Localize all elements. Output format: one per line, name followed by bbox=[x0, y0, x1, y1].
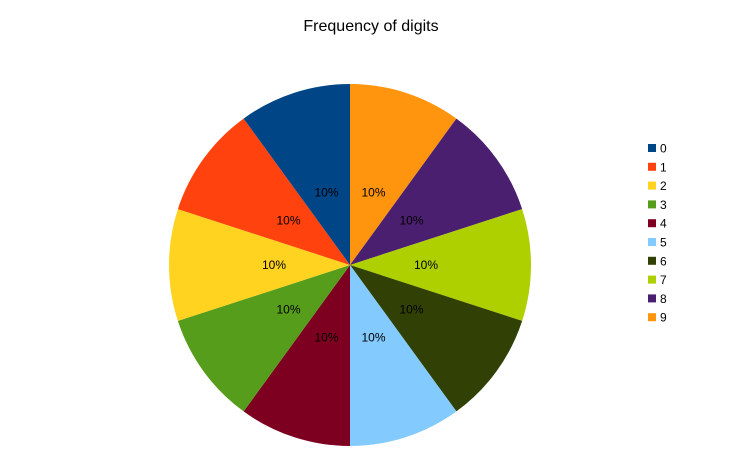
legend-label-5: 5 bbox=[660, 236, 667, 250]
data-label-5: 10% bbox=[361, 330, 385, 344]
legend-swatch-6 bbox=[648, 256, 656, 265]
pie-slice-5 bbox=[350, 265, 457, 447]
data-label-2: 10% bbox=[262, 258, 286, 272]
legend-swatch-7 bbox=[648, 275, 656, 284]
data-label-0: 10% bbox=[314, 186, 338, 200]
legend-label-9: 9 bbox=[660, 311, 667, 325]
legend-label-8: 8 bbox=[660, 292, 667, 306]
pie-slice-1 bbox=[177, 118, 350, 265]
pie-slice-3 bbox=[177, 265, 350, 412]
pie-slice-9 bbox=[350, 84, 457, 265]
data-label-6: 10% bbox=[399, 303, 423, 317]
legend: 0 1 2 3 4 5 6 7 8 9 bbox=[648, 142, 667, 325]
chart-title: Frequency of digits bbox=[303, 18, 438, 35]
legend-swatch-9 bbox=[648, 313, 656, 322]
pie-slice-4 bbox=[243, 265, 350, 446]
pie-slice-8 bbox=[350, 118, 523, 265]
legend-label-1: 1 bbox=[660, 160, 667, 174]
legend-label-0: 0 bbox=[660, 142, 667, 156]
legend-label-3: 3 bbox=[660, 198, 667, 212]
legend-swatch-4 bbox=[648, 219, 656, 228]
legend-label-7: 7 bbox=[660, 273, 667, 287]
legend-swatch-1 bbox=[648, 162, 656, 171]
legend-label-4: 4 bbox=[660, 217, 667, 231]
data-label-1: 10% bbox=[276, 213, 300, 227]
legend-label-2: 2 bbox=[660, 179, 667, 193]
pie-slice-6 bbox=[350, 265, 523, 412]
pie-slice-7 bbox=[350, 209, 531, 321]
pie-slices bbox=[169, 84, 531, 447]
legend-label-6: 6 bbox=[660, 254, 667, 268]
data-label-7: 10% bbox=[414, 258, 438, 272]
pie-slice-2 bbox=[169, 209, 350, 321]
legend-swatch-0 bbox=[648, 144, 656, 152]
data-label-8: 10% bbox=[399, 213, 423, 227]
legend-swatch-5 bbox=[648, 238, 656, 246]
legend-swatch-2 bbox=[648, 181, 656, 190]
pie-data-labels: 10% 10% 10% 10% 10% 10% 10% 10% 10% 10% bbox=[262, 186, 438, 345]
pie-slice-0 bbox=[243, 84, 350, 265]
data-label-3: 10% bbox=[276, 303, 300, 317]
legend-swatch-3 bbox=[648, 200, 656, 209]
legend-swatch-8 bbox=[648, 294, 656, 303]
data-label-9: 10% bbox=[361, 186, 385, 200]
data-label-4: 10% bbox=[314, 330, 338, 344]
